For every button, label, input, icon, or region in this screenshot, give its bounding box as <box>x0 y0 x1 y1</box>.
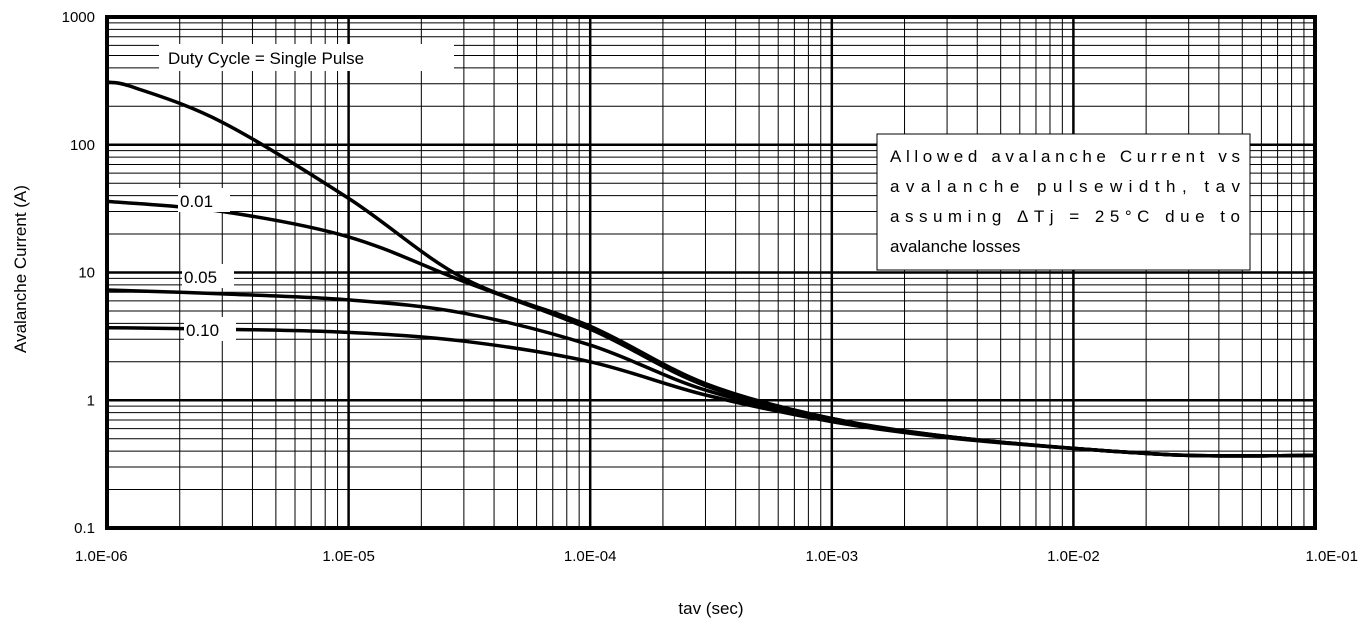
series-line-2 <box>105 288 1317 458</box>
x-tick-label: 1.0E-01 <box>1305 548 1358 565</box>
series-label-bg-0-10 <box>184 317 236 341</box>
series-label-0-01: 0.01 <box>180 192 213 211</box>
y-tick-label: 10 <box>78 265 95 282</box>
series-label-bg-0-01 <box>178 188 230 212</box>
series-line-3 <box>105 325 1317 458</box>
y-axis-title: Avalanche Current (A) <box>11 185 30 353</box>
series-lines <box>105 80 1317 458</box>
x-tick-label: 1.0E-02 <box>1047 548 1100 565</box>
info-box-line-4: avalanche losses <box>890 237 1020 256</box>
y-tick-label: 0.1 <box>74 520 95 537</box>
single-pulse-label-bg <box>159 44 454 71</box>
single-pulse-annotation: Duty Cycle = Single Pulse <box>168 49 364 68</box>
y-tick-labels: 0.1 1 10 100 1000 <box>62 9 95 537</box>
x-tick-label: 1.0E-04 <box>564 548 617 565</box>
plot-frame <box>105 15 1317 530</box>
y-tick-label: 100 <box>70 137 95 154</box>
y-tick-label: 1000 <box>62 9 95 26</box>
y-tick-label: 1 <box>87 392 95 409</box>
x-tick-label: 1.0E-05 <box>322 548 375 565</box>
series-label-bg-0-05 <box>182 264 234 288</box>
series-label-0-10: 0.10 <box>186 321 219 340</box>
x-axis-title: tav (sec) <box>678 599 743 618</box>
x-tick-labels: 1.0E-06 1.0E-05 1.0E-04 1.0E-03 1.0E-02 1.0E-… <box>75 548 1358 565</box>
x-tick-label: 1.0E-06 <box>75 548 128 565</box>
major-gridlines <box>107 17 1315 528</box>
series-label-0-05: 0.05 <box>184 268 217 287</box>
info-box <box>876 133 1251 271</box>
x-tick-label: 1.0E-03 <box>806 548 859 565</box>
